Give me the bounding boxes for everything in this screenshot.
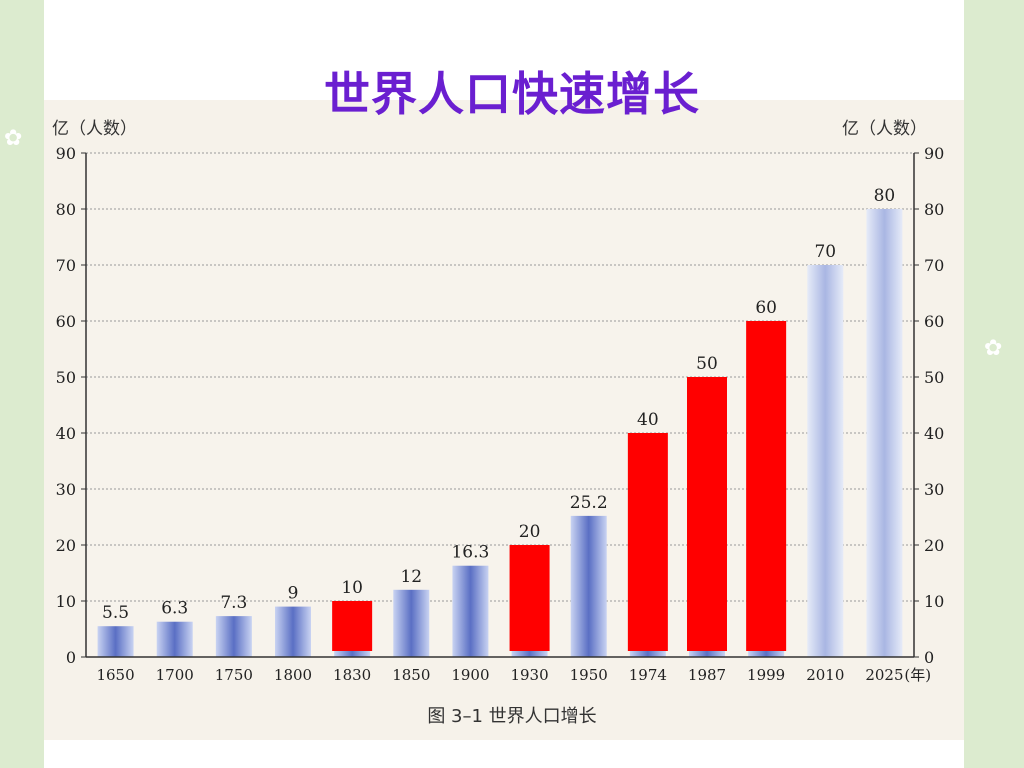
y-tick-label-left: 40 [56, 424, 76, 443]
bar-1999 [746, 321, 787, 651]
y-tick-label-left: 80 [56, 200, 76, 219]
data-label: 60 [755, 298, 777, 318]
y-tick-label-right: 90 [924, 144, 944, 163]
y-tick-label-right: 60 [924, 312, 944, 331]
y-tick-label-right: 40 [924, 424, 944, 443]
data-label: 20 [519, 522, 541, 542]
y-tick-label-left: 70 [56, 256, 76, 275]
bar-base [629, 651, 666, 657]
y-tick-label-right: 80 [924, 200, 944, 219]
x-tick-label: 1700 [156, 666, 194, 684]
y-tick-label-left: 10 [56, 592, 76, 611]
x-tick-label: 1987 [688, 666, 726, 684]
figure-caption: 图 3–1 世界人口增长 [427, 706, 597, 727]
bar-base [511, 651, 548, 657]
data-label: 9 [288, 584, 299, 604]
bar-2025 [866, 209, 903, 657]
x-tick-label: 1750 [215, 666, 253, 684]
y-axis-left-label: 亿（人数） [52, 119, 137, 139]
data-label: 70 [814, 242, 836, 262]
y-tick-label-right: 10 [924, 592, 944, 611]
x-tick-label: 1950 [570, 666, 608, 684]
data-label: 40 [637, 410, 659, 430]
x-tick-label: 1974 [629, 666, 667, 684]
data-label: 80 [874, 186, 896, 206]
x-tick-label: 1999 [747, 666, 785, 684]
data-label: 50 [696, 354, 718, 374]
data-label: 25.2 [570, 493, 608, 513]
y-tick-label-right: 50 [924, 368, 944, 387]
plot-area [86, 153, 914, 657]
data-label: 10 [341, 578, 363, 598]
bar-2010 [807, 265, 844, 657]
data-label: 5.5 [102, 603, 129, 623]
x-tick-label: 1900 [451, 666, 489, 684]
data-label: 12 [400, 567, 422, 587]
bar-1800 [275, 606, 311, 657]
bar-base [689, 651, 725, 657]
bar-1700 [156, 621, 193, 657]
y-tick-label-right: 70 [924, 256, 944, 275]
y-tick-label-left: 90 [56, 144, 76, 163]
bar-1987 [687, 377, 727, 651]
y-tick-label-left: 20 [56, 536, 76, 555]
left-flower-decoration: ✿ [4, 126, 23, 151]
bar-1974 [627, 433, 668, 651]
x-tick-label: 1830 [333, 666, 371, 684]
data-label: 16.3 [451, 543, 489, 563]
data-label: 7.3 [220, 593, 247, 613]
x-tick-label: 1800 [274, 666, 312, 684]
bar-1930 [509, 545, 550, 651]
bar-base [334, 651, 371, 657]
bar-1900 [452, 565, 489, 657]
bar-1750 [215, 616, 252, 657]
bar-1850 [393, 589, 430, 657]
x-tick-label: 2025 [865, 666, 903, 684]
y-tick-label-left: 30 [56, 480, 76, 499]
data-label: 6.3 [161, 599, 188, 619]
y-tick-label-right: 0 [924, 648, 934, 667]
x-tick-label: 1930 [510, 666, 548, 684]
y-tick-label-right: 30 [924, 480, 944, 499]
page-title: 世界人口快速增长 [324, 67, 700, 121]
right-flower-decoration: ✿ [984, 336, 1003, 361]
y-tick-label-left: 50 [56, 368, 76, 387]
y-tick-label-right: 20 [924, 536, 944, 555]
y-tick-label-left: 0 [66, 648, 76, 667]
x-tick-label: 1650 [96, 666, 134, 684]
y-axis-right-label: 亿（人数） [842, 119, 927, 139]
bar-1950 [570, 515, 607, 657]
x-tick-label: 2010 [806, 666, 844, 684]
bar-1650 [97, 626, 134, 657]
y-tick-label-left: 60 [56, 312, 76, 331]
bar-base [748, 651, 785, 657]
bar-1830 [332, 601, 373, 651]
x-tick-label: 1850 [392, 666, 430, 684]
x-axis-unit: (年) [904, 666, 931, 684]
